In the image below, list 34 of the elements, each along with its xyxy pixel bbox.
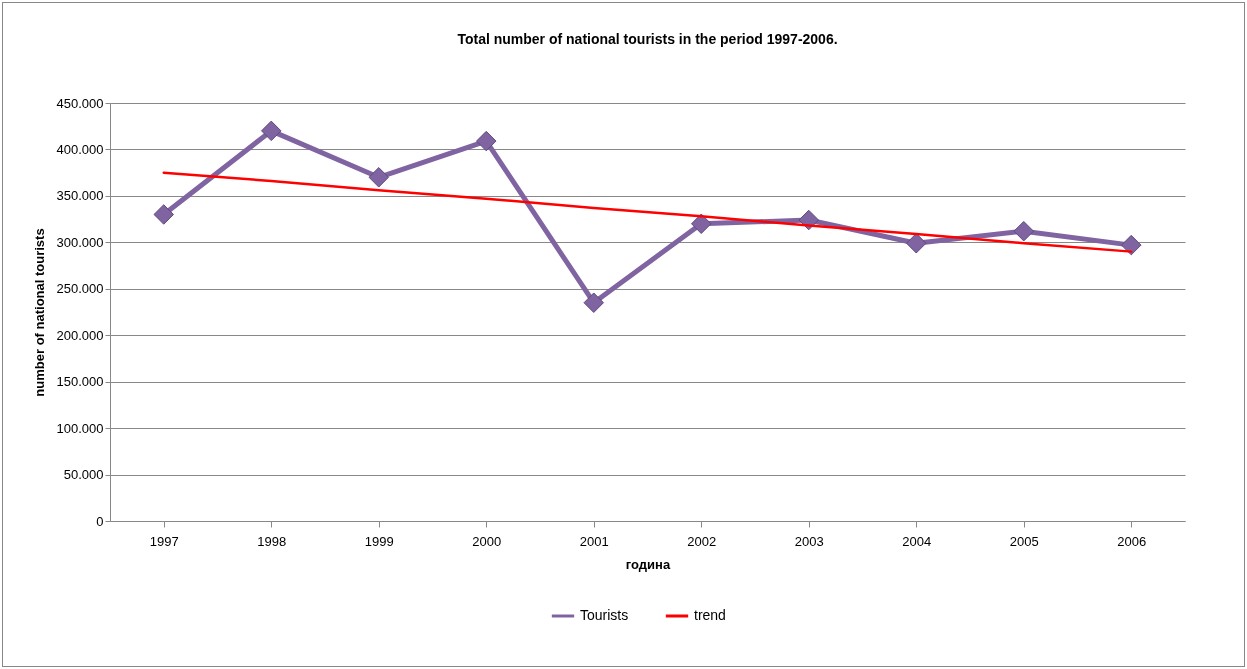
y-tick-label: 400.000 xyxy=(56,141,104,157)
x-tick-label: 2005 xyxy=(1009,533,1039,549)
x-tick-label: 1997 xyxy=(149,533,179,549)
point xyxy=(691,213,712,234)
x-tick-label: 2001 xyxy=(579,533,609,549)
point xyxy=(583,292,604,313)
x-tick-label: 2006 xyxy=(1117,533,1147,549)
point xyxy=(153,204,174,225)
x-tick-label: 2002 xyxy=(687,533,717,549)
x-tick-label: 1999 xyxy=(364,533,394,549)
legend-label: trend xyxy=(694,607,726,623)
point xyxy=(906,233,927,254)
y-tick-label: 350.000 xyxy=(56,188,104,204)
point xyxy=(1121,234,1142,256)
y-tick-label: 450.000 xyxy=(56,95,104,111)
legend-label: Tourists xyxy=(580,607,629,623)
x-tick-label: 2004 xyxy=(902,533,932,549)
point xyxy=(476,130,497,152)
y-tick-label: 0 xyxy=(96,513,104,529)
chart-title: Total number of national tourists in the period 1997-2006. xyxy=(457,31,838,47)
x-tick-label: 1998 xyxy=(257,533,287,549)
point xyxy=(1013,220,1034,242)
y-tick-label: 150.000 xyxy=(56,374,104,390)
x-tick-label: 2003 xyxy=(794,533,824,549)
x-tick-label: 2000 xyxy=(472,533,502,549)
y-tick-label: 300.000 xyxy=(56,234,104,250)
y-tick-label: 50.000 xyxy=(63,467,104,483)
point xyxy=(261,120,282,142)
y-tick-label: 200.000 xyxy=(56,327,104,343)
x-axis-title: година xyxy=(625,556,671,572)
point xyxy=(368,167,389,188)
y-tick-label: 250.000 xyxy=(56,281,104,297)
y-tick-label: 100.000 xyxy=(56,420,104,436)
y-axis-title: number of national tourists xyxy=(31,228,47,397)
